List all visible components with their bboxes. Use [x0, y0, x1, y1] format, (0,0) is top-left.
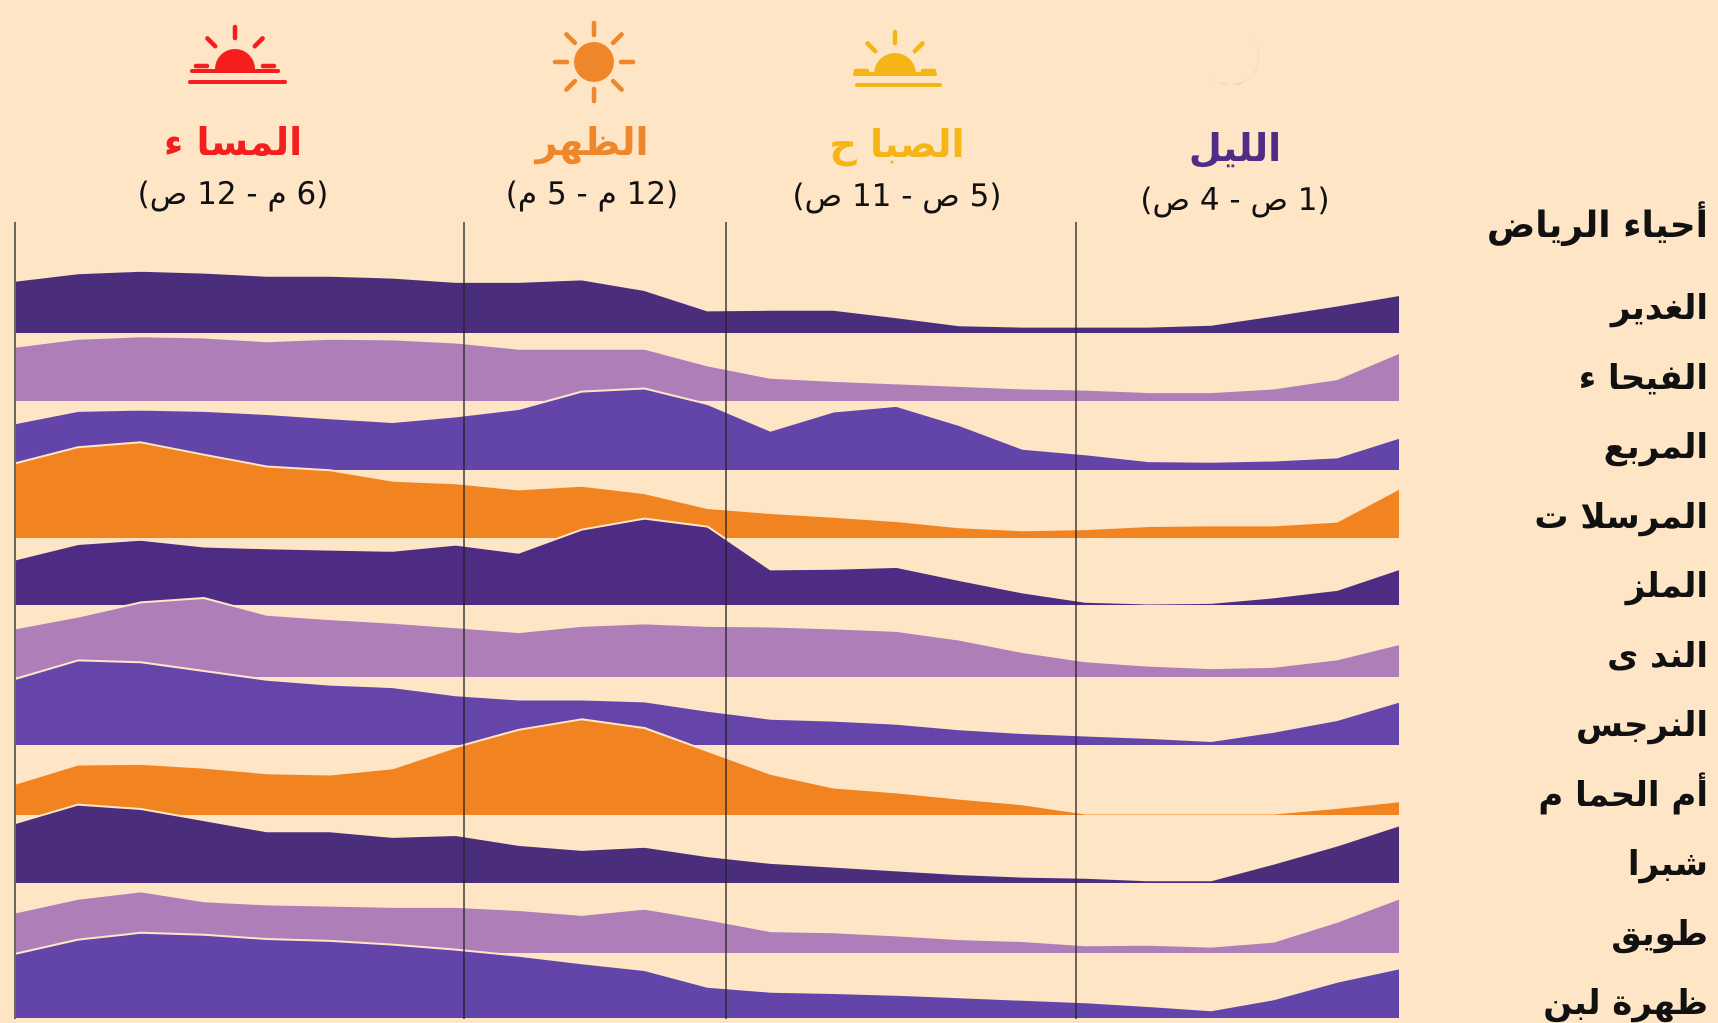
period-noon-range: (12 م - 5 م) [505, 176, 679, 212]
area-series-8 [14, 718, 1401, 817]
row-label: المربع [1603, 427, 1708, 467]
row-label: النرجس [1575, 705, 1708, 745]
area-series-9 [14, 803, 1401, 885]
row-label: أم الحما م [1538, 774, 1708, 815]
row-label: الملز [1625, 566, 1708, 606]
row-label: طويق [1611, 913, 1708, 954]
row-label: الفيحا ء [1578, 357, 1708, 398]
period-noon-name: الظهر [535, 120, 649, 164]
sunset-icon [188, 24, 287, 84]
area-series-4 [14, 441, 1401, 540]
area-series-6 [14, 597, 1401, 679]
moon-icon [1212, 35, 1259, 85]
period-night: الليل (1 ص - 4 ص) [1095, 124, 1375, 220]
period-morning: الصبا ح (5 ص - 11 ص) [757, 120, 1037, 216]
area-series-10 [14, 890, 1401, 955]
period-evening-name: المسا ء [163, 120, 303, 164]
row-label: شبرا [1627, 844, 1708, 884]
area-series-5 [14, 517, 1401, 607]
row-label: الند ى [1607, 635, 1708, 676]
sun-icon [552, 20, 636, 104]
row-label: الغدير [1610, 288, 1708, 328]
area-series-7 [14, 659, 1401, 747]
period-evening-range: (6 م - 12 ص) [137, 176, 329, 212]
period-noon: الظهر (12 م - 5 م) [452, 118, 732, 214]
legend-title: أحياء الرياض [1486, 205, 1708, 246]
period-morning-range: (5 ص - 11 ص) [792, 178, 1002, 214]
row-label: المرسلا ت [1534, 496, 1708, 537]
area-series-3 [14, 387, 1401, 472]
area-series-1 [14, 269, 1401, 335]
period-evening: المسا ء (6 م - 12 ص) [93, 118, 373, 214]
sunrise-icon [853, 29, 942, 87]
period-morning-name: الصبا ح [829, 122, 965, 166]
period-night-range: (1 ص - 4 ص) [1140, 182, 1330, 218]
row-label: ظهرة لبن [1543, 983, 1708, 1023]
period-night-name: الليل [1188, 126, 1282, 170]
area-series-2 [14, 335, 1401, 403]
area-series-11 [14, 931, 1401, 1019]
